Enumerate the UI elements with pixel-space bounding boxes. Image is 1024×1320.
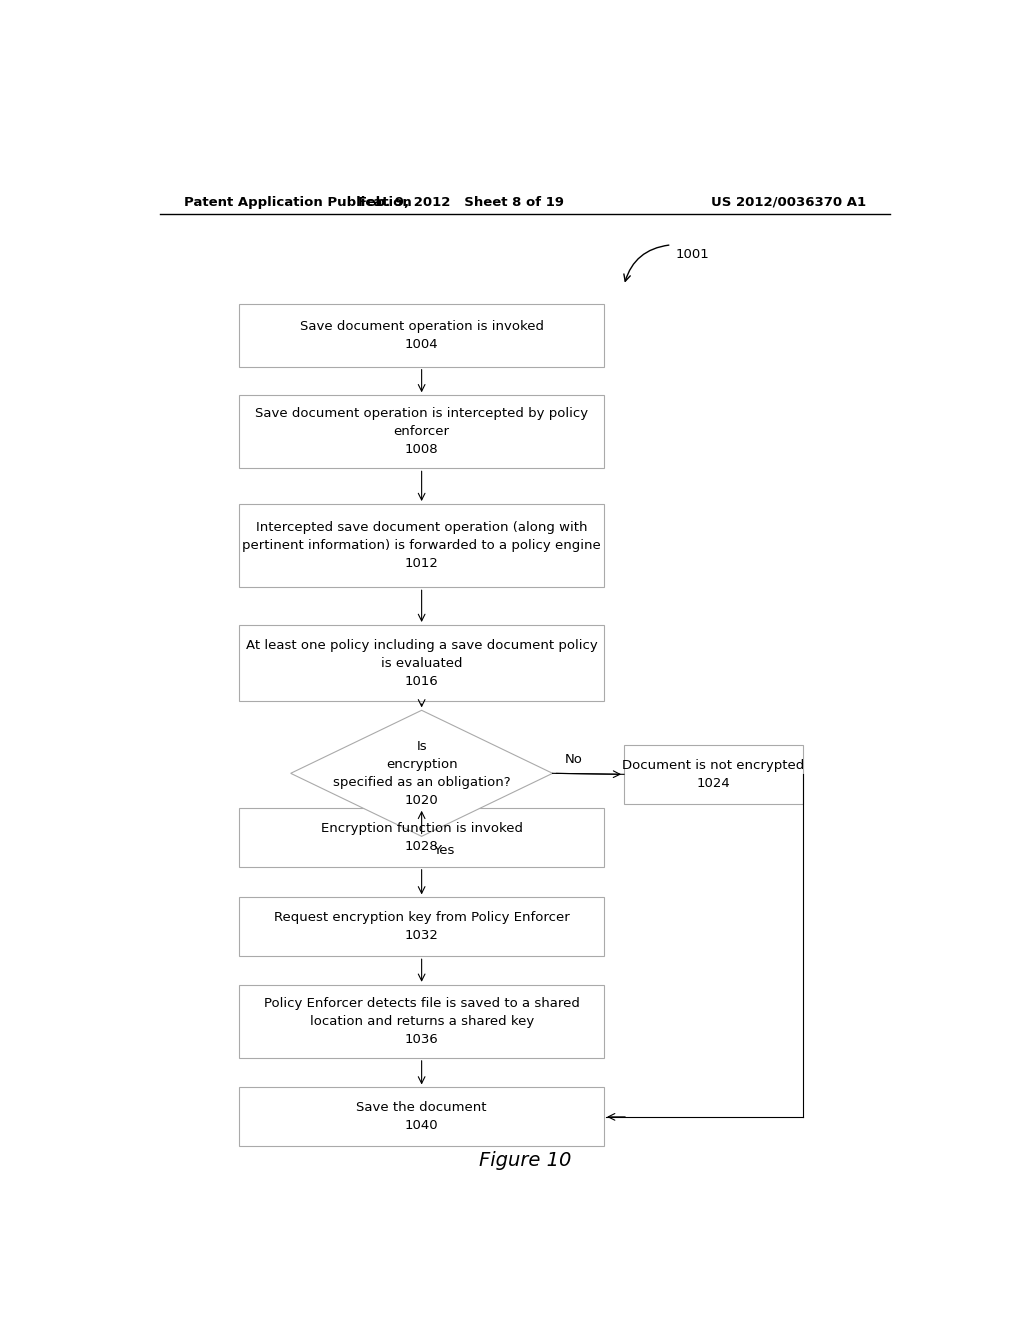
Text: Save document operation is intercepted by policy
enforcer
1008: Save document operation is intercepted b…	[255, 408, 588, 457]
Text: Policy Enforcer detects file is saved to a shared
location and returns a shared : Policy Enforcer detects file is saved to…	[264, 997, 580, 1045]
Text: Request encryption key from Policy Enforcer
1032: Request encryption key from Policy Enfor…	[273, 911, 569, 942]
Text: Save the document
1040: Save the document 1040	[356, 1101, 486, 1133]
Text: Patent Application Publication: Patent Application Publication	[183, 195, 412, 209]
Text: Save document operation is invoked
1004: Save document operation is invoked 1004	[300, 319, 544, 351]
FancyBboxPatch shape	[240, 985, 604, 1057]
Text: Document is not encrypted
1024: Document is not encrypted 1024	[623, 759, 805, 789]
FancyBboxPatch shape	[240, 395, 604, 469]
FancyBboxPatch shape	[240, 808, 604, 867]
Polygon shape	[291, 710, 553, 837]
FancyBboxPatch shape	[240, 898, 604, 956]
Text: No: No	[564, 754, 583, 766]
Text: Figure 10: Figure 10	[478, 1151, 571, 1170]
Text: Feb. 9, 2012   Sheet 8 of 19: Feb. 9, 2012 Sheet 8 of 19	[358, 195, 564, 209]
Text: Yes: Yes	[433, 845, 455, 858]
FancyBboxPatch shape	[624, 744, 803, 804]
Text: US 2012/0036370 A1: US 2012/0036370 A1	[711, 195, 866, 209]
FancyBboxPatch shape	[240, 624, 604, 701]
Text: At least one policy including a save document policy
is evaluated
1016: At least one policy including a save doc…	[246, 639, 598, 688]
FancyBboxPatch shape	[240, 1088, 604, 1146]
Text: Encryption function is invoked
1028: Encryption function is invoked 1028	[321, 822, 522, 853]
FancyBboxPatch shape	[240, 304, 604, 367]
Text: Intercepted save document operation (along with
pertinent information) is forwar: Intercepted save document operation (alo…	[243, 521, 601, 570]
Text: Is
encryption
specified as an obligation?
1020: Is encryption specified as an obligation…	[333, 739, 510, 807]
FancyBboxPatch shape	[240, 504, 604, 587]
Text: 1001: 1001	[676, 248, 710, 261]
